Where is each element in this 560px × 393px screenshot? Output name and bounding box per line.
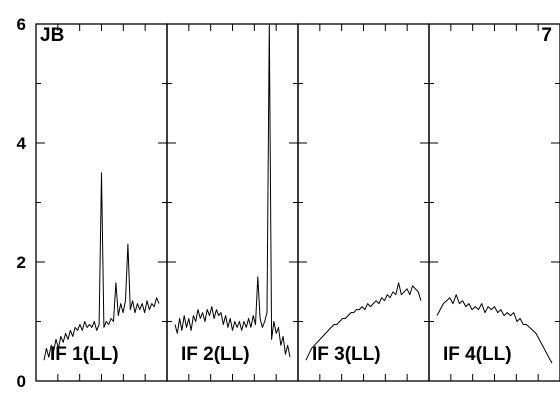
panel-label-3: IF 3(LL) — [312, 344, 381, 365]
y-tick-label-0: 0 — [17, 372, 26, 391]
label-layer: JB 7 0 2 4 6 IF 1(LL) IF 2(LL) IF 3(LL) IF 4(LL… — [17, 15, 552, 391]
series-line-3 — [305, 282, 422, 361]
y-tick-label-6: 6 — [17, 15, 26, 34]
series-line-2 — [174, 23, 291, 358]
series-line-1 — [43, 172, 160, 361]
y-tick-label-2: 2 — [17, 253, 26, 272]
panel-frame-3 — [297, 23, 430, 382]
series-line-4 — [436, 294, 553, 364]
y-tick-label-4: 4 — [17, 134, 27, 153]
corner-label-right: 7 — [541, 25, 552, 46]
panel-frame-4 — [428, 23, 560, 382]
panel-label-2: IF 2(LL) — [181, 344, 250, 365]
corner-label-left: JB — [40, 25, 64, 46]
series-layer — [43, 23, 553, 364]
panel-label-4: IF 4(LL) — [443, 344, 512, 365]
panel-label-1: IF 1(LL) — [50, 344, 119, 365]
axes-layer — [35, 23, 560, 382]
